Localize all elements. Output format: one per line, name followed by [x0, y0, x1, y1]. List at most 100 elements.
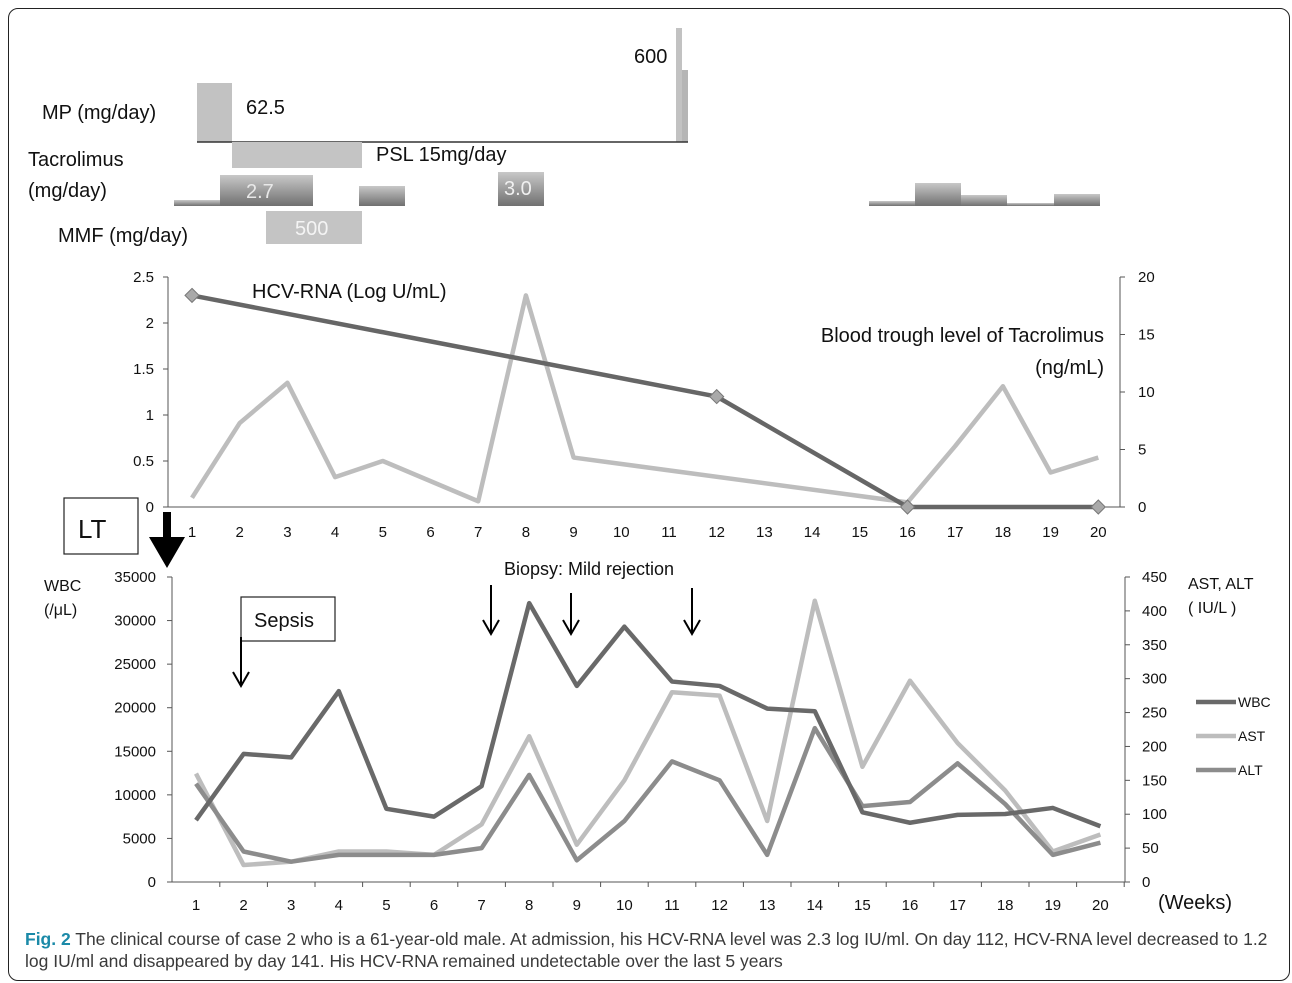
hcv-x-tick-label: 15: [851, 524, 868, 541]
hcv-x-tick-label: 16: [899, 524, 916, 541]
wbc-y-left-tick-label: 20000: [114, 700, 156, 717]
hcv-x-tick-label: 5: [379, 524, 387, 541]
mmf-value: 500: [295, 218, 328, 240]
figure-caption: Fig. 2 The clinical course of case 2 who…: [25, 928, 1275, 972]
weeks-axis-label: (Weeks): [1158, 892, 1232, 914]
wbc-x-tick-label: 8: [525, 897, 533, 914]
hcv-y-left-tick-label: 0: [146, 499, 154, 516]
lt-annotation: LT: [63, 497, 185, 568]
hcv-y-right-tick-label: 5: [1138, 442, 1146, 459]
ast-alt-axis-label-2: ( IU/L ): [1188, 600, 1236, 617]
legend: WBC AST ALT: [1196, 694, 1271, 778]
sepsis-arrow-head: [232, 671, 250, 689]
wbc-axis-label-1: WBC: [44, 578, 81, 595]
biopsy-arrow-2-head: [562, 619, 580, 637]
wbc-y-left-tick-label: 25000: [114, 656, 156, 673]
wbc-y-right-tick-label: 0: [1142, 874, 1150, 891]
tacrolimus-label-2: (mg/day): [28, 180, 107, 202]
wbc-x-tick-label: 6: [430, 897, 438, 914]
wbc-y-right-tick-label: 300: [1142, 671, 1167, 688]
biopsy-arrow-3-head: [683, 619, 701, 637]
treatment-panel: MP (mg/day) 62.5 600 PSL 15mg/day Tacrol…: [28, 28, 1100, 247]
wbc-y-left-tick-label: 0: [148, 874, 156, 891]
hcv-x-tick-label: 19: [1042, 524, 1059, 541]
hcv-y-left-tick-label: 2.5: [133, 269, 154, 286]
hcv-x-tick-label: 4: [331, 524, 339, 541]
hcv-rna-point: [184, 287, 200, 304]
sepsis-label: Sepsis: [254, 610, 314, 632]
figure-frame: [8, 8, 1290, 981]
wbc-x-tick-label: 9: [573, 897, 581, 914]
hcv-ticks: 1 2 3 4 5 6 7 8 9 10 11 12 13 14 15 16 17 18 19 2000.511.52…: [133, 269, 1155, 541]
lt-box: [63, 497, 139, 555]
caption-text: The clinical course of case 2 who is a 6…: [25, 929, 1268, 971]
wbc-y-right-tick-label: 200: [1142, 738, 1167, 755]
wbc-y-right-tick-label: 450: [1142, 569, 1167, 586]
ast-series-line: [194, 598, 1102, 868]
hcv-y-right-tick-label: 10: [1138, 384, 1155, 401]
biopsy-annotation: Biopsy: Mild rejection: [482, 559, 701, 637]
wbc-y-right-tick-label: 100: [1142, 806, 1167, 823]
hcv-x-tick-label: 12: [708, 524, 725, 541]
hcv-x-tick-label: 13: [756, 524, 773, 541]
hcv-rna-series-line: [191, 293, 1099, 510]
tacrolimus-bar-8: [1007, 203, 1054, 206]
hcv-x-tick-label: 6: [426, 524, 434, 541]
mp-bar-pulse: [676, 28, 682, 142]
hcv-rna-markers: [184, 287, 1107, 515]
wbc-y-right-tick-label: 50: [1142, 840, 1159, 857]
mmf-label: MMF (mg/day): [58, 225, 188, 247]
hcv-y-right-tick-label: 20: [1138, 269, 1155, 286]
sepsis-box: [240, 596, 336, 642]
tacrolimus-trough-series-line: [190, 293, 1099, 505]
tacrolimus-bar-7: [961, 195, 1007, 206]
wbc-y-right-tick-label: 150: [1142, 772, 1167, 789]
hcv-y-left-tick-label: 0.5: [133, 453, 154, 470]
wbc-y-right-tick-label: 400: [1142, 603, 1167, 620]
hcv-x-tick-label: 14: [804, 524, 821, 541]
wbc-y-left-tick-label: 10000: [114, 787, 156, 804]
hcv-x-tick-label: 7: [474, 524, 482, 541]
hcv-y-left-tick-label: 1: [146, 407, 154, 424]
hcv-y-right-tick-label: 0: [1138, 499, 1146, 516]
wbc-x-tick-label: 7: [477, 897, 485, 914]
caption-label: Fig. 2: [25, 929, 71, 949]
wbc-x-tick-label: 5: [382, 897, 390, 914]
tacrolimus-series-label-2: (ng/mL): [1035, 357, 1104, 379]
wbc-x-tick-label: 15: [854, 897, 871, 914]
wbc-x-tick-label: 18: [997, 897, 1014, 914]
hcv-chart: 1 2 3 4 5 6 7 8 9 10 11 12 13 14 15 16 17 18 19 2000.511.52…: [133, 269, 1155, 541]
hcv-rna-point: [1090, 499, 1107, 515]
tacrolimus-value-1: 2.7: [246, 181, 274, 203]
wbc-ticks: 1 2 3 4 5 6 7 8 9 10 11 12 13 14 15 16 17 18 19 20050001000…: [114, 569, 1167, 914]
tacrolimus-bar-3: [359, 186, 405, 206]
hcv-rna-point: [899, 499, 916, 515]
hcv-y-right-tick-label: 15: [1138, 327, 1155, 344]
tacrolimus-bar-1: [174, 200, 220, 206]
tacrolimus-bar-9: [1054, 194, 1100, 206]
hcv-x-tick-label: 18: [995, 524, 1012, 541]
hcv-y-left-tick-label: 2: [146, 315, 154, 332]
wbc-x-tick-label: 2: [239, 897, 247, 914]
wbc-x-tick-label: 13: [759, 897, 776, 914]
tacrolimus-bar-5: [869, 201, 915, 206]
wbc-x-tick-label: 17: [949, 897, 966, 914]
hcv-x-tick-label: 11: [661, 524, 677, 541]
legend-alt-label: ALT: [1238, 762, 1263, 778]
mp-value-1: 62.5: [246, 97, 285, 119]
legend-wbc-label: WBC: [1238, 694, 1271, 710]
wbc-y-right-tick-label: 250: [1142, 705, 1167, 722]
wbc-x-tick-label: 3: [287, 897, 295, 914]
wbc-chart: 1 2 3 4 5 6 7 8 9 10 11 12 13 14 15 16 17 18 19 20050001000…: [44, 559, 1271, 914]
tacrolimus-bar-4: [498, 172, 544, 206]
legend-ast-label: AST: [1238, 728, 1266, 744]
hcv-x-tick-label: 8: [522, 524, 530, 541]
hcv-x-tick-label: 1: [188, 524, 196, 541]
wbc-x-tick-label: 4: [335, 897, 343, 914]
tacrolimus-label-1: Tacrolimus: [28, 149, 124, 171]
hcv-rna-point: [708, 388, 725, 405]
mp-bar-initial: [197, 83, 232, 142]
wbc-y-left-tick-label: 5000: [123, 830, 156, 847]
tacrolimus-series-label-1: Blood trough level of Tacrolimus: [821, 325, 1104, 347]
